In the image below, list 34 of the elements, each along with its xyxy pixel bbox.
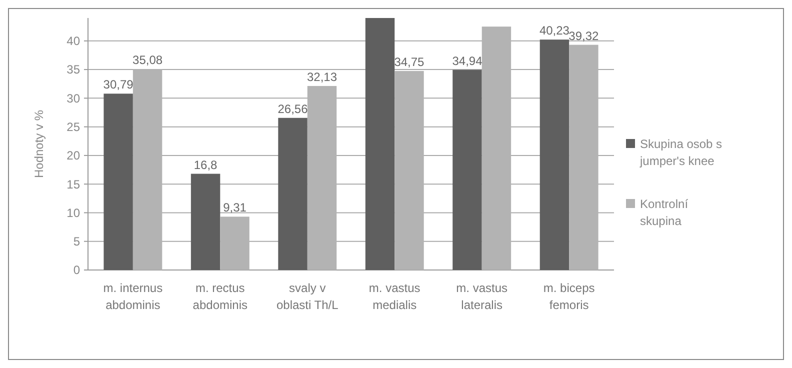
y-tick-label: 5: [73, 234, 80, 249]
data-label: 39,32: [568, 28, 600, 43]
y-tick-label: 20: [66, 148, 80, 163]
y-tick-label: 15: [66, 177, 80, 192]
bar: [365, 18, 395, 270]
legend-label: Kontrolní skupina: [640, 197, 689, 228]
data-label: 26,56: [278, 102, 308, 116]
data-label: 30,79: [103, 78, 134, 92]
y-tick-label: 10: [66, 206, 80, 220]
bar: [190, 174, 220, 270]
data-label: 40,23: [539, 24, 570, 38]
legend-label: Skupina osob s jumper's knee: [639, 137, 722, 168]
bar: [540, 40, 570, 270]
data-label: 16,8: [194, 158, 218, 172]
data-label: 9,31: [223, 200, 247, 215]
data-label: 34,75: [394, 54, 425, 69]
bar: [104, 94, 133, 270]
y-tick-label: 25: [66, 120, 80, 134]
x-tick-label: m. vastus medialis: [368, 281, 420, 312]
bar: [278, 118, 308, 270]
data-label: 35,08: [132, 53, 163, 68]
x-tick-label: m. internus abdominis: [103, 281, 163, 312]
x-tick-label: m. biceps femoris: [543, 281, 595, 312]
data-label: 32,13: [306, 70, 338, 84]
bar: [452, 70, 482, 270]
y-axis-title: Hodnoty v %: [32, 110, 46, 178]
y-tick-label: 40: [66, 34, 80, 48]
y-tick-label: 0: [73, 263, 80, 278]
y-tick-label: 35: [66, 62, 80, 77]
y-tick-label: 30: [66, 91, 80, 106]
x-tick-label: m. vastus lateralis: [456, 281, 508, 312]
x-tick-label: m. rectus abdominis: [192, 281, 248, 312]
x-tick-label: svaly v oblasti Th/L: [276, 281, 339, 312]
data-label: 34,94: [452, 54, 483, 68]
